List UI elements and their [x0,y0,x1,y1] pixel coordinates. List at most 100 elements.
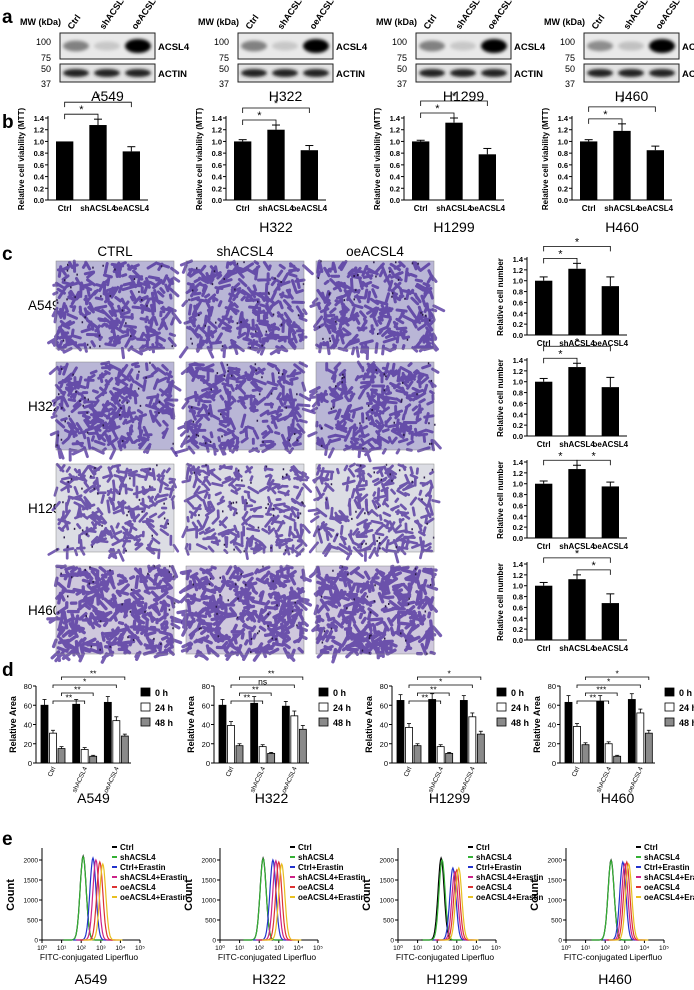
y-axis-label: Count [529,879,541,911]
y-axis-label: Relative cell viability (MTT) [195,108,204,211]
significance-star: * [435,103,440,115]
y-axis-label: Relative Area [186,695,196,753]
significance-star: * [439,677,443,687]
x-tick-label: Ctrl [537,542,551,551]
y-tick-label: 2000 [548,858,563,865]
y-axis-label: Relative cell number [496,359,505,437]
x-axis-label: FITC-conjugated Liperfluo [396,952,495,962]
bar-shACSL4 [445,122,463,200]
legend-swatch [664,687,675,697]
y-tick-label: 0.6 [513,603,523,612]
histogram-shACSL4 [63,854,103,941]
lane-label: Ctrl [243,13,260,31]
significance-bracket [242,107,310,114]
bar-0h-oeACSL4 [627,699,636,764]
significance-star: * [558,248,563,260]
significance-bracket [52,700,86,704]
legend-label: shACSL4+Erastin [476,873,543,882]
mw-label: MW (kDa) [376,17,417,27]
bar-oeACSL4 [122,151,140,200]
x-tick-label: shACSL4 [559,542,595,551]
micrograph-A549-CTRL [47,259,182,360]
chart-e-A549: Count 0 500 1000 1500 2000 10⁰ 10¹ 10² 10³ 10⁴ 10⁵F… [5,843,187,987]
legend-swatch [140,687,151,697]
y-tick-label: 0.2 [390,184,400,193]
lane-label: oeACSL4 [129,0,160,31]
x-tick-label: 10² [254,945,264,952]
significance-bracket [588,106,656,112]
y-tick-label: 0.0 [390,196,400,205]
acsl4-band [125,39,151,53]
lane-label: oeACSL4 [307,0,338,31]
significance-bracket [230,700,264,704]
y-tick-label: 20 [24,740,32,749]
y-tick-label: 0.0 [212,196,222,205]
legend-swatch [664,702,675,712]
x-tick-label: Ctrl [414,204,428,213]
bar-0h-Ctrl [218,704,227,764]
bar-24h-Ctrl [405,726,413,764]
y-tick-label: 1000 [24,898,39,905]
x-tick-label: oeACSL4 [593,542,629,551]
y-tick-label: 0.0 [513,534,523,543]
significance-star: ** [268,669,275,679]
bar-Ctrl [580,141,598,200]
x-tick-label: oeACSL4 [292,204,328,213]
bar-0h-Ctrl [40,704,49,764]
column-header: CTRL [97,244,133,259]
micrograph-A549-shACSL4 [178,259,314,359]
significance-star: * [592,560,597,572]
x-tick-label: Ctrl [582,204,596,213]
cell-line-label: A549 [77,790,110,806]
y-tick-label: 1000 [548,898,563,905]
y-tick-label: 1500 [548,878,563,885]
y-tick-label: 1.0 [513,582,523,591]
x-tick-label: 10⁴ [115,945,125,952]
x-axis-label: FITC-conjugated Liperfluo [218,952,317,962]
x-tick-label: oeACSL4 [593,339,629,348]
y-tick-label: 0 [552,759,556,768]
actin-band [272,69,298,77]
x-tick-label: 10⁵ [659,945,669,952]
panel-letter-e: e [2,829,13,850]
legend-label: 24 h [679,703,694,713]
y-axis-label: Relative cell number [496,563,505,641]
legend-label: shACSL4+Erastin [298,873,365,882]
significance-star: * [257,110,262,122]
cell-line-label: H322 [269,88,303,104]
x-tick-label: 10³ [274,945,284,952]
significance-bracket [576,684,641,688]
significance-bracket [64,113,99,120]
significance-star: * [79,104,84,116]
y-tick-label: 0.8 [558,149,568,158]
bar-0h-Ctrl [564,701,573,764]
x-tick-label: shACSL4 [258,204,294,213]
y-tick-label: 80 [24,682,32,691]
y-tick-label: 500 [551,918,562,925]
y-tick-label: 0.0 [513,331,523,340]
x-tick-label: 10⁵ [313,945,323,952]
y-tick-label: 0 [206,759,210,768]
micrograph-frame [55,565,175,655]
actin-band [649,69,675,77]
actin-band [419,69,445,77]
acsl4-band [303,39,329,53]
chart-b-H322: Relative cell viability (MTT) 0.0 0.2 0.4 0.… [195,98,328,235]
acsl4-band [649,39,675,53]
y-tick-label: 0.4 [513,410,524,419]
stained-cells [46,564,183,664]
lane-label: shACSL4 [621,0,652,31]
acsl4-band [241,40,267,52]
y-axis-label: Relative cell number [496,461,505,539]
panel-letter-b: b [2,112,14,133]
y-tick-label: 0 [212,938,216,945]
y-tick-label: 1500 [24,878,39,885]
y-tick-label: 1.2 [390,126,400,135]
legend-label: Ctrl+Erastin [120,863,166,872]
significance-star: ** [66,693,73,703]
y-tick-label: 0.2 [212,184,222,193]
y-tick-label: 1.0 [212,137,222,146]
